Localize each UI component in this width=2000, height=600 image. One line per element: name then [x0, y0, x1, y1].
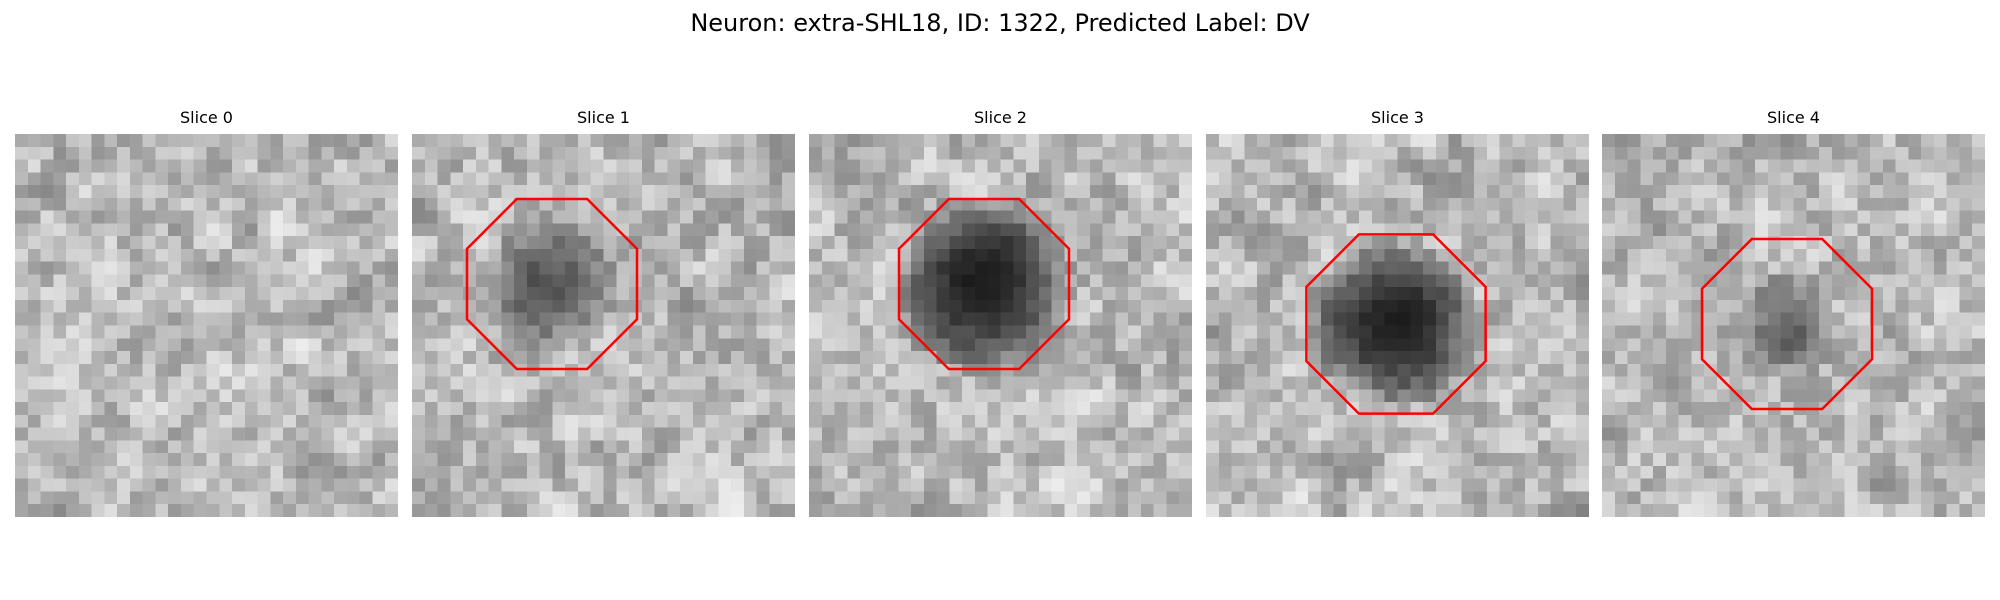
roi-overlay: [465, 197, 639, 371]
slice-panel-0: Slice 0: [15, 108, 398, 517]
slice-image: [809, 134, 1192, 517]
slice-panel-1: Slice 1: [412, 108, 795, 517]
slice-image: [1602, 134, 1985, 517]
slice-panel-4: Slice 4: [1602, 108, 1985, 517]
slice-image: [1206, 134, 1589, 517]
roi-overlay: [897, 197, 1071, 371]
figure-title: Neuron: extra-SHL18, ID: 1322, Predicted…: [690, 9, 1310, 37]
slice-title: Slice 4: [1767, 108, 1820, 127]
slice-title: Slice 2: [974, 108, 1027, 127]
roi-overlay: [15, 134, 398, 517]
grayscale-image: [412, 134, 795, 517]
grayscale-image: [1602, 134, 1985, 517]
slice-title: Slice 0: [180, 108, 233, 127]
roi-octagon: [897, 197, 1071, 371]
slice-image: [412, 134, 795, 517]
roi-octagon: [1700, 237, 1874, 411]
slice-image: [15, 134, 398, 517]
roi-overlay: [1700, 237, 1874, 411]
slice-title: Slice 3: [1371, 108, 1424, 127]
roi-octagon: [465, 197, 639, 371]
grayscale-image: [1206, 134, 1589, 517]
roi-overlay: [1305, 233, 1487, 415]
slice-title: Slice 1: [577, 108, 630, 127]
grayscale-image: [15, 134, 398, 517]
roi-octagon: [1305, 233, 1487, 415]
slice-panel-2: Slice 2: [809, 108, 1192, 517]
slice-panel-3: Slice 3: [1206, 108, 1589, 517]
